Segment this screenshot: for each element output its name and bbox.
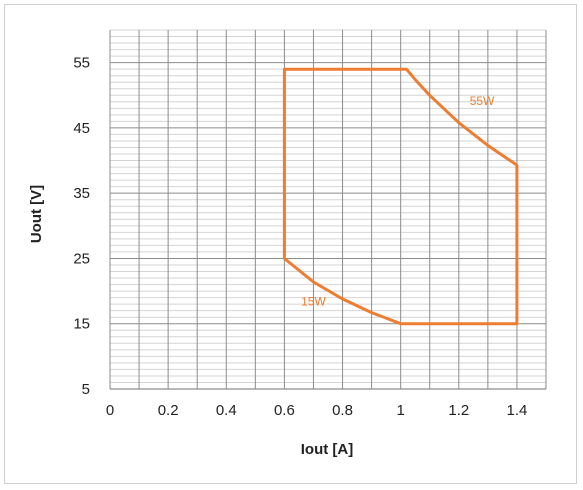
series <box>282 67 519 326</box>
x-tick-label: 0.6 <box>274 402 295 419</box>
y-tick-label: 55 <box>73 55 90 72</box>
annotation-label: 15W <box>301 294 326 308</box>
x-tick-label: 0.2 <box>158 402 179 419</box>
x-tick-label: 1.2 <box>448 402 469 419</box>
operating-area-line <box>282 67 519 326</box>
y-tick-label: 5 <box>82 381 90 398</box>
tick-labels: 0 0.2 0.4 0.6 0.8 1 1.2 1.4 5 15 25 35 45 55 <box>73 55 527 419</box>
x-tick-label: 0 <box>106 402 114 419</box>
x-tick-label: 1.4 <box>507 402 528 419</box>
annotations: 55W 15W <box>301 94 495 308</box>
y-tick-label: 25 <box>73 250 90 267</box>
y-tick-label: 15 <box>73 316 90 333</box>
y-tick-label: 45 <box>73 120 90 137</box>
x-tick-label: 0.8 <box>332 402 353 419</box>
x-tick-label: 0.4 <box>216 402 237 419</box>
x-tick-label: 1 <box>396 402 404 419</box>
y-axis-label: Uout [V] <box>28 185 45 243</box>
annotation-label: 55W <box>470 94 495 108</box>
plot-area <box>110 30 546 389</box>
y-tick-label: 35 <box>73 185 90 202</box>
x-axis-label: Iout [A] <box>301 441 353 458</box>
grid <box>109 29 547 390</box>
